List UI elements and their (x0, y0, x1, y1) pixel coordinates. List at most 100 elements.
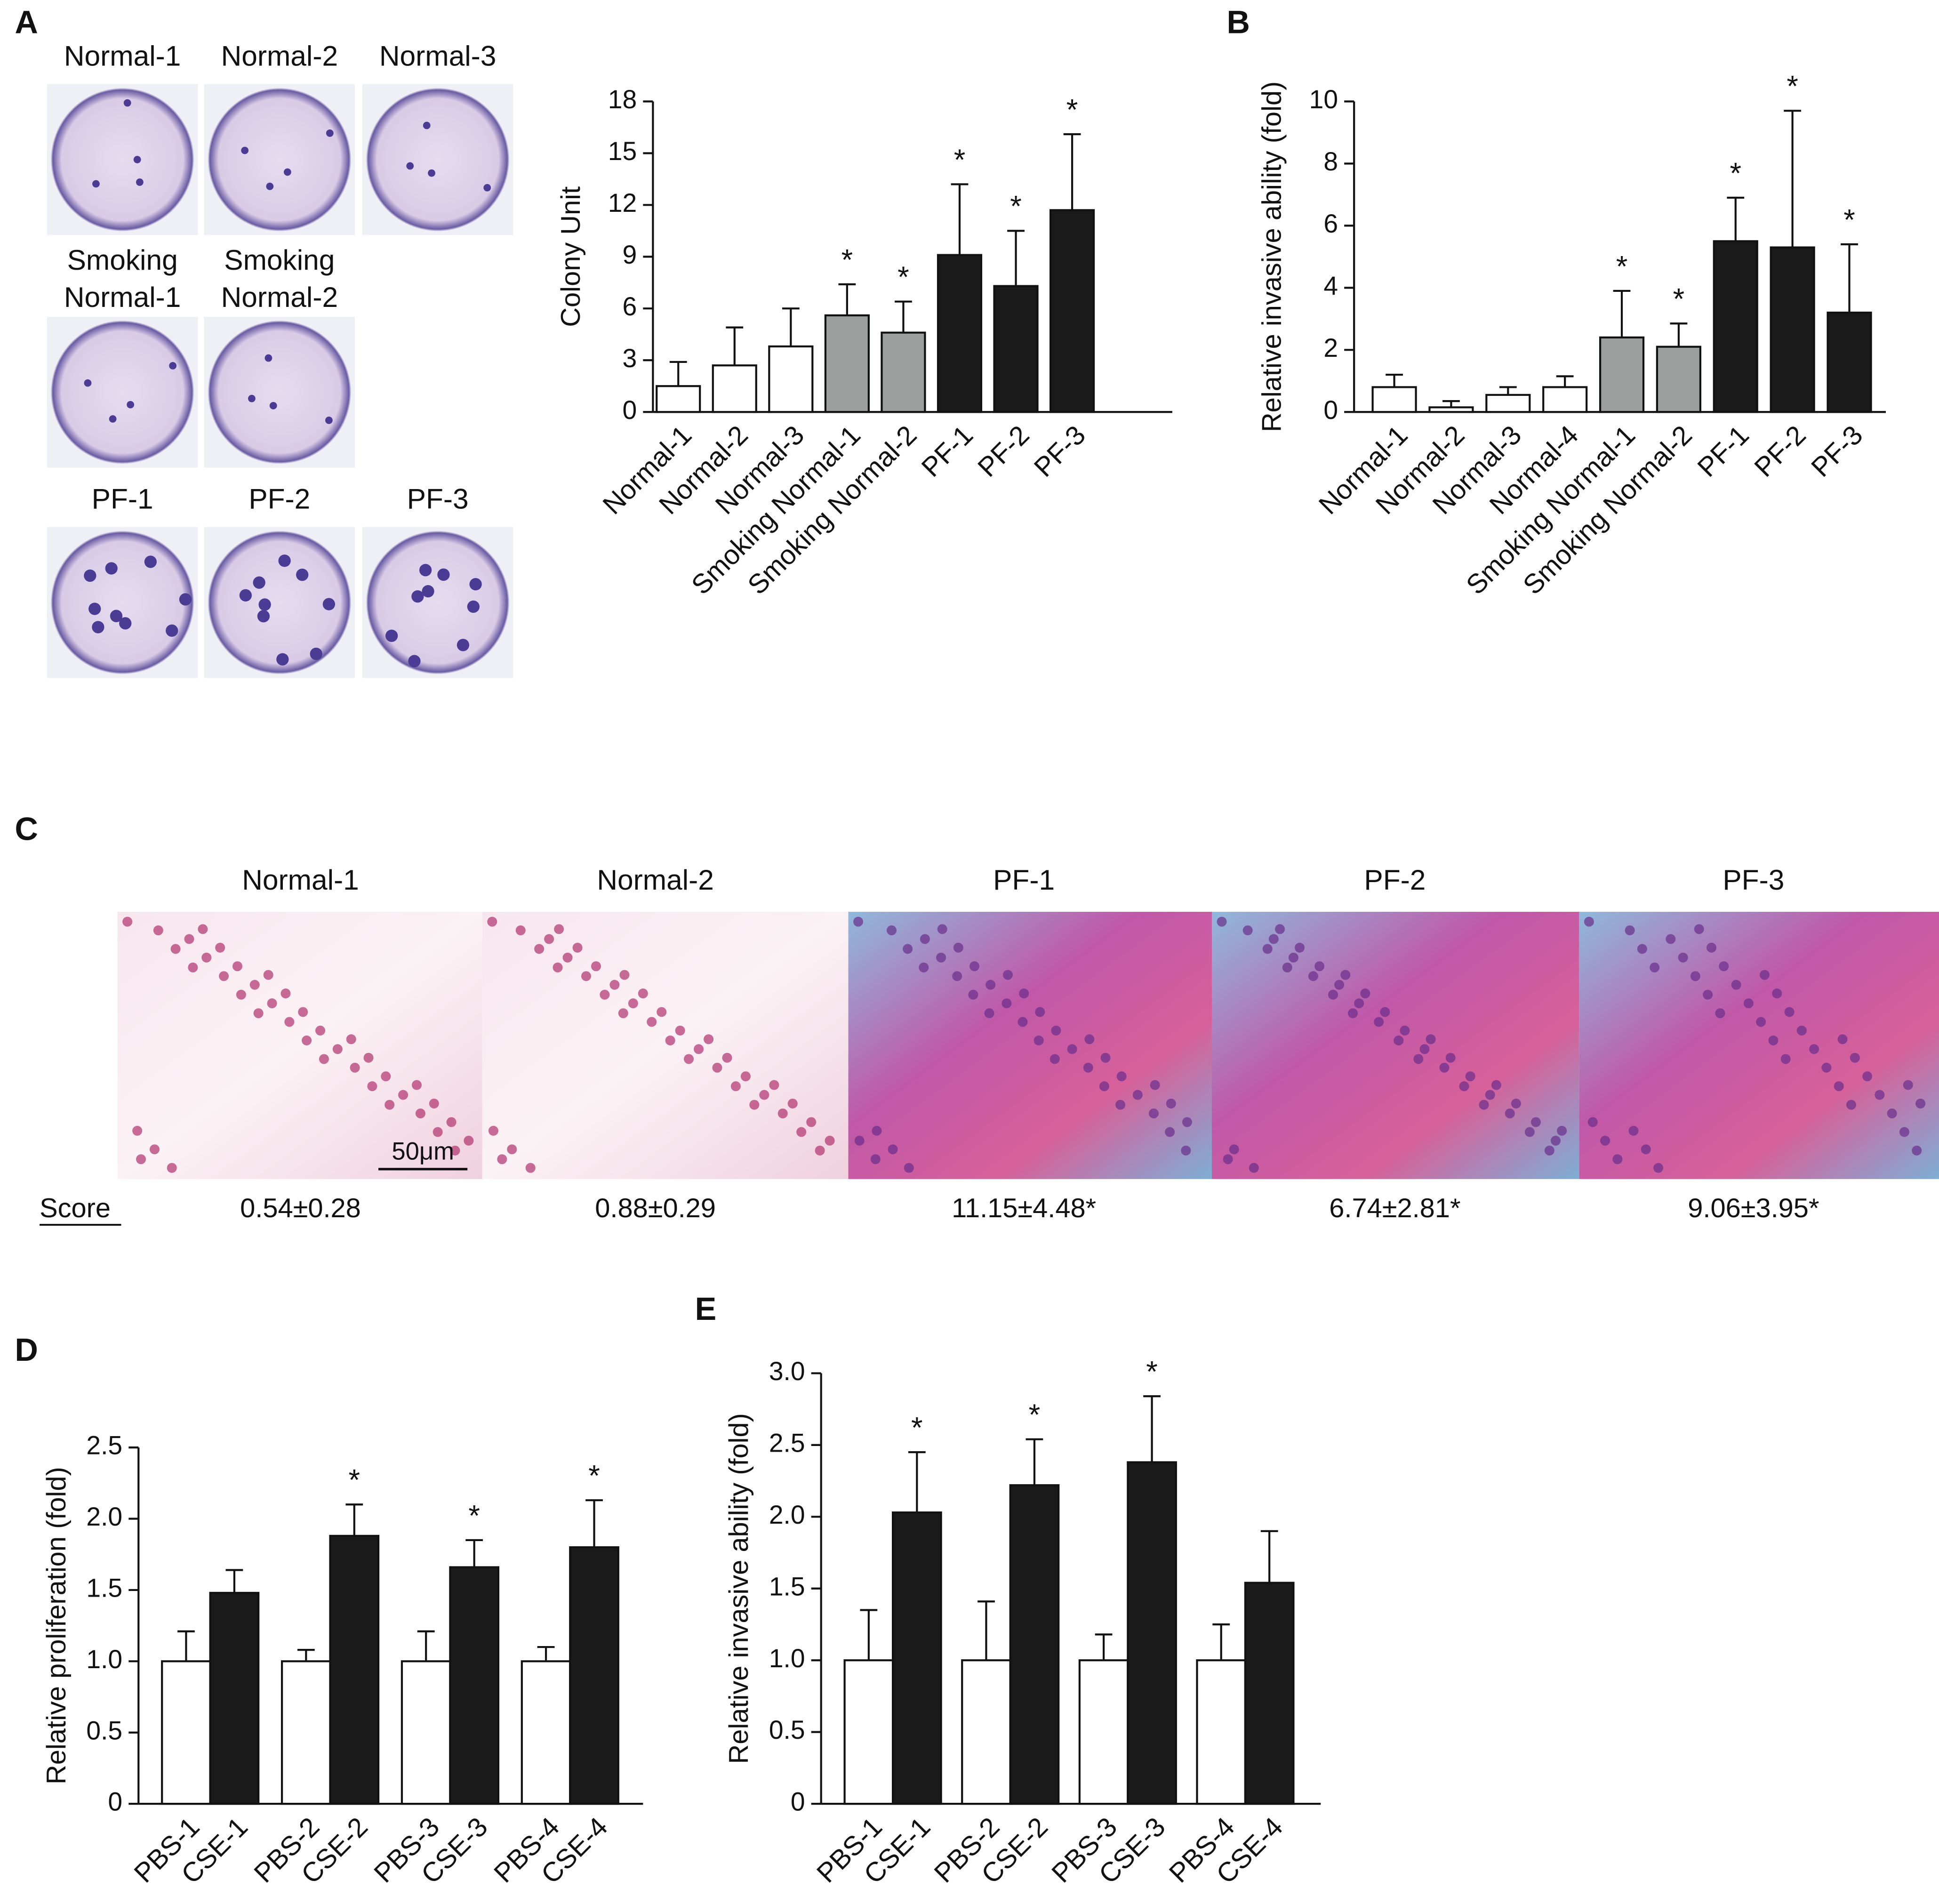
bar (891, 1511, 942, 1805)
y-tick-label: 3 (623, 344, 637, 373)
cell (507, 1144, 517, 1155)
bar (881, 331, 926, 413)
y-tick-label: 4 (1323, 271, 1338, 300)
bar (280, 1660, 331, 1805)
score: 6.74±2.81* (1329, 1193, 1460, 1223)
cell (1850, 1052, 1860, 1063)
significance-mark: * (468, 1499, 480, 1532)
y-tick-label: 9 (623, 240, 637, 269)
colony (467, 600, 480, 613)
cell (684, 1054, 694, 1064)
bar (569, 1546, 619, 1805)
bar (1244, 1582, 1295, 1805)
cell (647, 1017, 657, 1027)
cell (446, 1117, 457, 1127)
cell (350, 1062, 360, 1073)
cell (1394, 1035, 1404, 1045)
cell (149, 1144, 160, 1155)
cell (872, 1125, 882, 1136)
x-tick-label: PF-2 (1749, 420, 1812, 483)
y-tick-label: 1.5 (769, 1572, 805, 1601)
cell (1544, 1145, 1554, 1156)
image-label: Normal-2 (221, 40, 338, 72)
cell (1903, 1080, 1913, 1090)
cell (1505, 1108, 1515, 1119)
cell (1034, 1035, 1044, 1045)
cell (1612, 1154, 1623, 1165)
cell (704, 1034, 714, 1044)
cell (777, 1108, 788, 1119)
cell (122, 916, 133, 927)
cell (1557, 1125, 1567, 1136)
cell (657, 1007, 667, 1017)
bar (1127, 1461, 1177, 1805)
cell (1223, 1154, 1233, 1165)
x-tick-label: PF-3 (1806, 420, 1869, 483)
cell (554, 924, 564, 934)
bar (1599, 336, 1645, 413)
colony (241, 146, 249, 154)
significance-mark: * (1029, 1398, 1041, 1431)
colony (258, 598, 271, 611)
y-tick-label: 0 (623, 395, 637, 425)
y-axis-label: Relative invasive ability (fold) (1257, 81, 1287, 432)
image-label: PF-1 (92, 482, 153, 514)
colony (437, 568, 450, 581)
cell (730, 1081, 741, 1092)
cell (136, 1154, 146, 1165)
plate-well (208, 530, 352, 675)
histology-label: PF-3 (1723, 864, 1784, 896)
y-tick-label: 2.0 (86, 1502, 122, 1531)
cell (1703, 989, 1713, 1000)
cell (332, 1044, 343, 1054)
cell (694, 1044, 704, 1054)
image-label: Normal-2 (221, 281, 338, 313)
significance-mark: * (1843, 203, 1855, 236)
colony (84, 569, 96, 582)
cell (525, 1163, 536, 1173)
y-tick-label: 0 (791, 1787, 805, 1816)
colony (166, 624, 178, 637)
cell (1083, 1062, 1093, 1073)
y-tick-label: 8 (1323, 147, 1338, 176)
cell (886, 925, 897, 936)
score-label: Score (40, 1193, 111, 1223)
cell (1719, 961, 1729, 972)
significance-mark: * (841, 243, 853, 276)
scale-bar-label: 50μm (392, 1137, 454, 1165)
cell (534, 944, 545, 954)
histology-photo (1212, 912, 1579, 1179)
bar (1485, 394, 1531, 413)
plate-well (208, 88, 352, 232)
cell (1426, 1034, 1436, 1044)
cell (1694, 924, 1704, 934)
colony (92, 621, 104, 634)
cell (1282, 962, 1292, 972)
cell (1809, 1044, 1819, 1054)
bar (1050, 209, 1095, 413)
cell (1821, 1062, 1832, 1073)
cell (1328, 989, 1338, 1000)
cell (1862, 1071, 1873, 1082)
significance-mark: * (911, 1411, 923, 1444)
cell (986, 980, 996, 990)
bar (1827, 312, 1872, 413)
cell (1380, 1007, 1390, 1017)
cell (415, 1108, 425, 1119)
colony (269, 402, 277, 410)
significance-mark: * (349, 1464, 361, 1497)
cell (1229, 1144, 1239, 1155)
colony (123, 99, 131, 107)
cell (167, 1163, 177, 1173)
cell (1641, 1144, 1651, 1155)
plate-well (366, 88, 510, 232)
cell (1637, 944, 1647, 954)
colony (248, 394, 256, 402)
score: 0.88±0.29 (595, 1193, 716, 1223)
y-tick-label: 1.5 (86, 1574, 122, 1603)
bar (993, 285, 1039, 413)
cell (665, 1035, 675, 1045)
bar (401, 1660, 451, 1805)
bar (449, 1566, 500, 1805)
cell (298, 1007, 308, 1017)
